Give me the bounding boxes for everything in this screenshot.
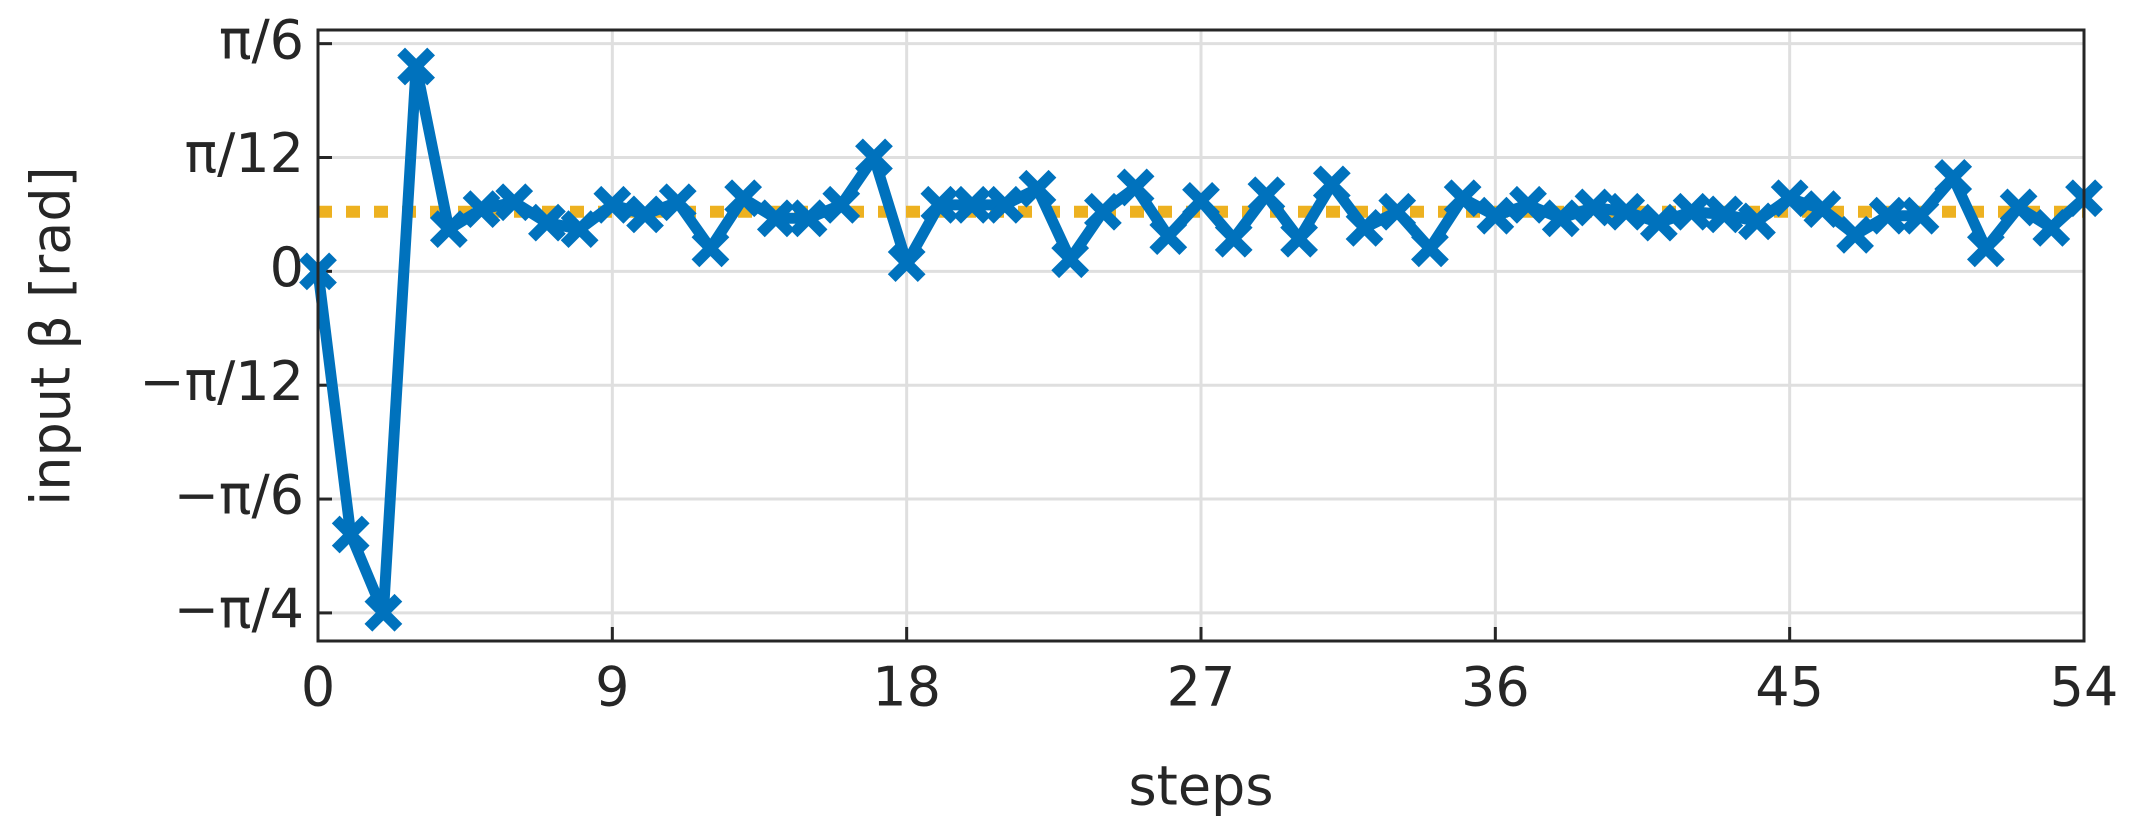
marker (691, 229, 730, 268)
marker (1738, 202, 1776, 241)
marker (626, 195, 664, 234)
x-tick-label: 54 (2050, 656, 2119, 719)
y-tick-label: π/6 (219, 8, 304, 71)
marker (1803, 190, 1842, 229)
marker (1378, 192, 1417, 231)
marker (1214, 219, 1253, 258)
x-axis-label: steps (1129, 755, 1274, 818)
marker (1836, 215, 1874, 254)
x-tick-label: 45 (1755, 656, 1824, 719)
marker (364, 593, 403, 632)
marker (1280, 219, 1318, 258)
marker (1084, 192, 1122, 231)
marker (593, 185, 632, 224)
marker (658, 183, 697, 222)
marker (1607, 192, 1646, 231)
marker (528, 203, 566, 242)
marker (1770, 179, 1809, 218)
marker (953, 185, 991, 224)
marker (1443, 179, 1482, 218)
marker (1967, 229, 2005, 268)
marker (1901, 196, 1940, 235)
marker (1149, 217, 1188, 256)
marker (495, 183, 534, 222)
y-tick-label: π/12 (185, 122, 304, 185)
marker (1051, 240, 1090, 279)
marker (789, 199, 828, 238)
marker (887, 244, 926, 282)
marker (1018, 169, 1057, 208)
marker (855, 138, 893, 177)
marker (1999, 188, 2038, 227)
marker (1509, 185, 1547, 224)
x-tick-label: 18 (872, 656, 941, 719)
marker (1411, 229, 1449, 268)
x-tick-label: 9 (595, 656, 629, 719)
x-tick-label: 0 (301, 656, 335, 719)
marker (397, 47, 436, 86)
marker (1574, 188, 1613, 227)
marker (1705, 195, 1744, 234)
marker (2032, 208, 2071, 247)
marker (429, 210, 468, 249)
x-tick-label: 36 (1461, 656, 1530, 719)
marker (822, 185, 861, 224)
marker (462, 190, 501, 229)
y-tick-label: 0 (270, 236, 304, 299)
marker (920, 185, 959, 224)
marker (560, 210, 599, 249)
marker (1116, 168, 1155, 207)
marker (1639, 203, 1678, 242)
marker (1182, 182, 1220, 220)
marker (1934, 158, 1973, 197)
marker (1345, 208, 1384, 247)
marker (1476, 196, 1515, 235)
y-tick-label: −π/6 (174, 464, 304, 527)
marker (1247, 176, 1286, 215)
marker (1312, 165, 1351, 204)
y-axis-label: input β [rad] (20, 166, 83, 505)
marker (1541, 199, 1580, 238)
y-tick-label: −π/12 (139, 350, 304, 413)
marker (1672, 192, 1711, 231)
plot-frame (316, 28, 2086, 643)
marker (1868, 196, 1907, 235)
marker (724, 179, 763, 218)
x-tick-label: 27 (1167, 656, 1236, 719)
y-tick-label: −π/4 (174, 578, 304, 641)
marker (985, 185, 1024, 224)
marker (756, 199, 795, 238)
marker (331, 515, 370, 554)
